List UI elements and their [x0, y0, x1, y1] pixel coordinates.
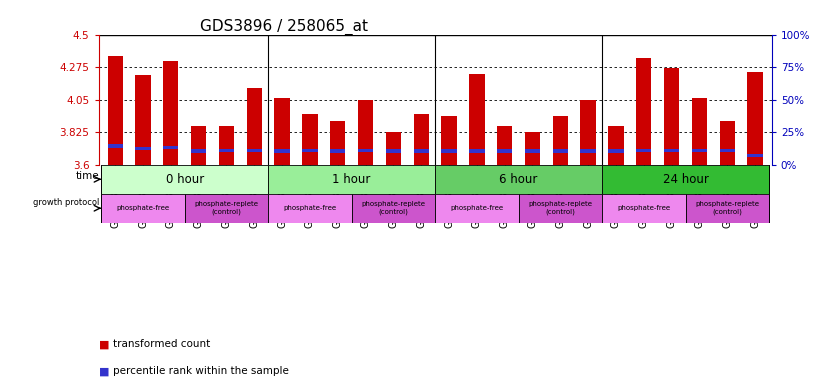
Text: phosphate-free: phosphate-free [117, 205, 170, 211]
Bar [163, 61, 178, 165]
Bar [602, 165, 769, 194]
Bar [580, 149, 596, 153]
Bar [330, 149, 346, 153]
Bar [268, 165, 435, 194]
Bar [135, 147, 151, 151]
Bar [414, 149, 429, 153]
Text: ■: ■ [99, 366, 112, 376]
Bar [636, 58, 651, 165]
Text: phosphate-free: phosphate-free [450, 205, 503, 211]
Text: growth protocol: growth protocol [33, 198, 99, 207]
Text: phosphate-free: phosphate-free [283, 205, 337, 211]
Bar [747, 72, 763, 165]
Bar [470, 149, 484, 153]
Bar [351, 194, 435, 223]
Text: 0 hour: 0 hour [166, 173, 204, 186]
Bar [719, 149, 735, 152]
Bar [747, 154, 763, 157]
Bar [636, 149, 651, 152]
Bar [608, 126, 624, 165]
Bar [602, 194, 686, 223]
Text: percentile rank within the sample: percentile rank within the sample [113, 366, 289, 376]
Bar [525, 132, 540, 165]
Bar [497, 126, 512, 165]
Bar [358, 149, 374, 152]
Text: phosphate-replete
(control): phosphate-replete (control) [361, 202, 425, 215]
Bar [442, 149, 456, 153]
Bar [608, 149, 624, 153]
Bar [274, 98, 290, 165]
Bar [525, 149, 540, 153]
Text: phosphate-replete
(control): phosphate-replete (control) [695, 202, 759, 215]
Bar [442, 116, 456, 165]
Bar [435, 194, 519, 223]
Text: transformed count: transformed count [113, 339, 210, 349]
Bar [686, 194, 769, 223]
Bar [268, 194, 351, 223]
Text: time: time [76, 171, 99, 181]
Bar [302, 114, 318, 165]
Text: phosphate-free: phosphate-free [617, 205, 670, 211]
Text: GDS3896 / 258065_at: GDS3896 / 258065_at [200, 18, 368, 35]
Bar [358, 100, 374, 165]
Text: phosphate-replete
(control): phosphate-replete (control) [195, 202, 259, 215]
Bar [719, 121, 735, 165]
Bar [414, 114, 429, 165]
Bar [470, 74, 484, 165]
Bar [664, 149, 679, 152]
Text: phosphate-replete
(control): phosphate-replete (control) [529, 202, 592, 215]
Bar [386, 132, 401, 165]
Bar [497, 149, 512, 153]
Bar [191, 126, 206, 165]
Bar [553, 149, 568, 153]
Bar [108, 144, 123, 147]
Text: 6 hour: 6 hour [499, 173, 538, 186]
Bar [101, 194, 185, 223]
Bar [219, 149, 234, 152]
Bar [163, 146, 178, 149]
Text: ■: ■ [99, 339, 112, 349]
Bar [135, 75, 151, 165]
Bar [330, 121, 346, 165]
Bar [435, 165, 602, 194]
Bar [185, 194, 268, 223]
Bar [219, 126, 234, 165]
Bar [692, 98, 707, 165]
Bar [664, 68, 679, 165]
Bar [302, 149, 318, 152]
Bar [553, 116, 568, 165]
Bar [101, 165, 268, 194]
Bar [519, 194, 602, 223]
Bar [692, 149, 707, 152]
Bar [580, 100, 596, 165]
Bar [386, 149, 401, 153]
Text: 1 hour: 1 hour [333, 173, 371, 186]
Bar [246, 88, 262, 165]
Bar [274, 149, 290, 153]
Bar [246, 149, 262, 152]
Bar [108, 56, 123, 165]
Text: 24 hour: 24 hour [663, 173, 709, 186]
Bar [191, 149, 206, 153]
